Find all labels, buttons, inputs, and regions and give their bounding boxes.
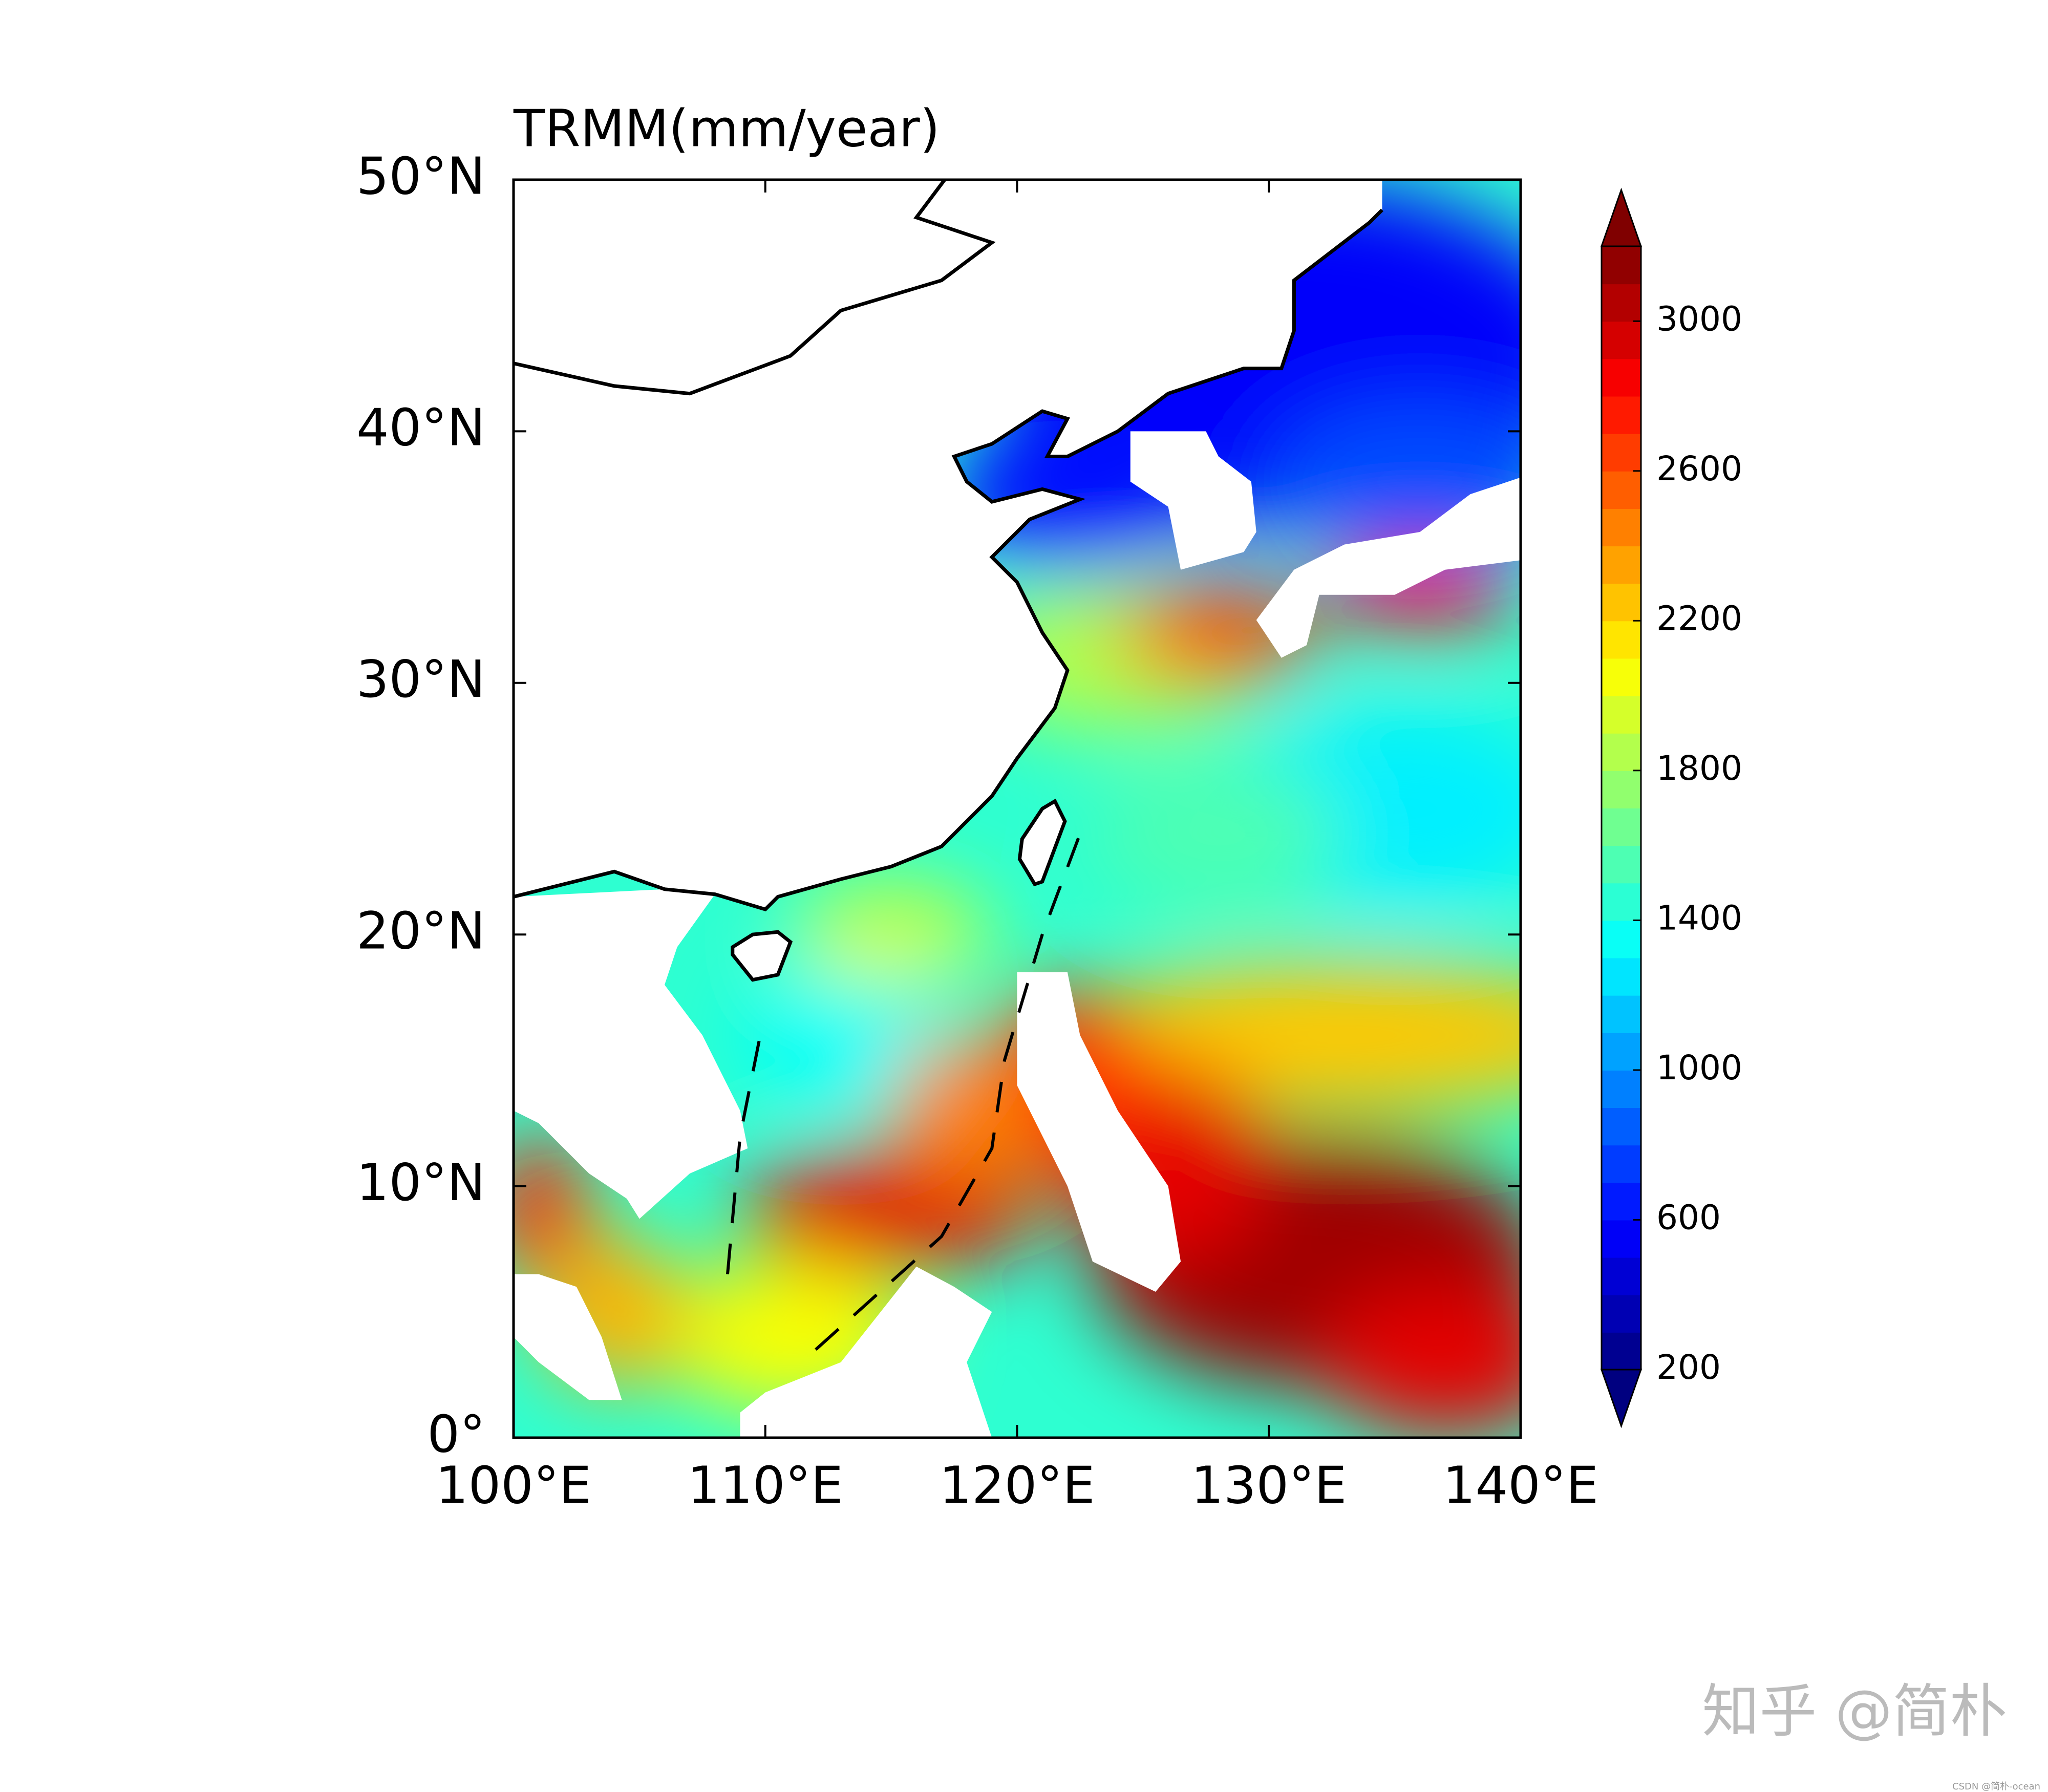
y-tick-label: 50°N [356, 146, 485, 206]
field-blob [740, 959, 942, 1111]
colorbar-band [1602, 995, 1641, 1033]
colorbar-band [1602, 1257, 1641, 1295]
colorbar-band [1602, 920, 1641, 958]
land-mass [1130, 431, 1256, 570]
colorbar-tick-label: 1800 [1656, 749, 1742, 788]
colorbar-band [1602, 845, 1641, 884]
colorbar-band [1602, 808, 1641, 846]
colorbar-band [1602, 1294, 1641, 1333]
colorbar-band [1602, 508, 1641, 547]
colorbar-band [1602, 658, 1641, 696]
colorbar-band [1602, 433, 1641, 472]
colorbar-tick-label: 2600 [1656, 449, 1742, 488]
field-blobs [514, 180, 1521, 1438]
colorbar-band [1602, 695, 1641, 734]
colorbar-band [1602, 770, 1641, 808]
colorbar-band [1602, 1145, 1641, 1183]
colorbar-tick-label: 200 [1656, 1348, 1721, 1387]
field-blob [1319, 1287, 1521, 1438]
colorbar-band [1602, 246, 1641, 285]
y-tick-label: 30°N [356, 649, 485, 709]
colorbar-band [1602, 1182, 1641, 1221]
colorbar-band [1602, 1220, 1641, 1258]
colorbar-band [1602, 733, 1641, 771]
land [514, 180, 1521, 1438]
x-tick-label: 100°E [436, 1455, 591, 1515]
colorbar-band [1602, 471, 1641, 509]
colorbar-tick-label: 600 [1656, 1198, 1721, 1238]
land-mass [514, 889, 748, 1219]
border [514, 180, 996, 396]
credit: CSDN @简朴-ocean [1952, 1781, 2040, 1792]
chart-title: TRMM(mm/year) [513, 98, 940, 158]
field-blob [791, 884, 992, 985]
field-blob [1093, 758, 1344, 909]
watermark: 知乎 @简朴 [1702, 1678, 2007, 1745]
land-mass [1256, 477, 1521, 658]
colorbar-band [1602, 1070, 1641, 1108]
land-mass [514, 1274, 622, 1400]
x-tick-label: 130°E [1191, 1455, 1347, 1515]
coastline [514, 208, 1383, 912]
y-tick-label: 40°N [356, 398, 485, 458]
colorbar-tick-label: 2200 [1656, 599, 1742, 638]
colorbar-band [1602, 321, 1641, 359]
colorbar-band [1602, 883, 1641, 921]
colorbar-band [1602, 284, 1641, 322]
colorbar-frame [1601, 245, 1642, 1371]
colorbar-extend [1600, 187, 1642, 247]
field-blob [514, 1136, 589, 1287]
field-blob [891, 1035, 1042, 1186]
colorbar-band [1602, 1107, 1641, 1146]
colorbar-tick-label: 1000 [1656, 1048, 1742, 1087]
dashed-line [815, 833, 1082, 1351]
land-mass [740, 1266, 992, 1438]
colorbar-tick-label: 3000 [1656, 299, 1742, 338]
y-tick-label: 10°N [356, 1153, 485, 1212]
x-tick-label: 120°E [939, 1455, 1095, 1515]
colorbar-band [1602, 358, 1641, 397]
y-tick-label: 20°N [356, 901, 485, 961]
colorbar-band [1602, 957, 1641, 996]
colorbar-band [1602, 621, 1641, 659]
colorbar-tick-label: 1400 [1656, 898, 1742, 937]
colorbar-band [1602, 396, 1641, 434]
colorbar-extend [1600, 1369, 1642, 1428]
land-mass [1017, 972, 1181, 1292]
x-tick-label: 140°E [1443, 1455, 1598, 1515]
colorbar-band [1602, 546, 1641, 584]
dashed-line [726, 1035, 762, 1274]
mainland [514, 180, 1382, 910]
taiwan [1017, 798, 1067, 887]
hainan [731, 930, 793, 982]
colorbar-band [1602, 1332, 1641, 1370]
colorbar-band [1602, 1032, 1641, 1071]
x-tick-label: 110°E [688, 1455, 843, 1515]
y-tick-label: 0° [427, 1404, 485, 1464]
colorbar-band [1602, 583, 1641, 622]
